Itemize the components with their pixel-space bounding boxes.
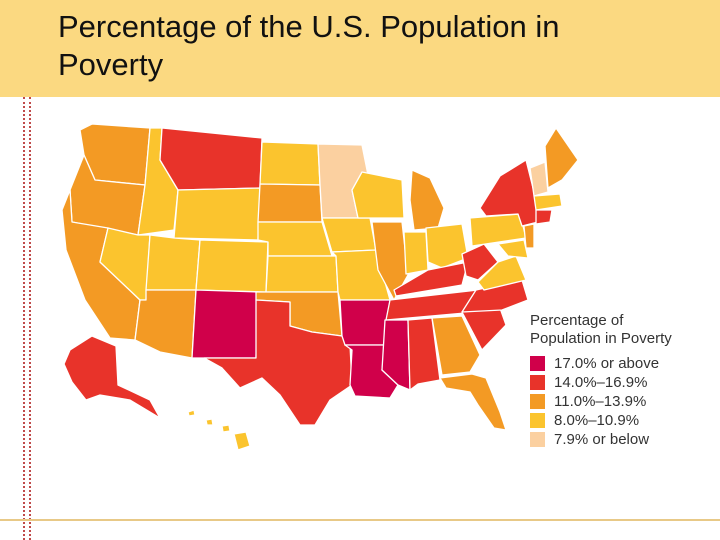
region-connecticut (535, 209, 553, 225)
region-virginia (477, 255, 527, 291)
decorative-rule-left (23, 97, 25, 540)
legend-label: 14.0%–16.9% (554, 374, 648, 391)
region-arizona (134, 289, 197, 359)
region-new-jersey (523, 223, 535, 249)
region-wyoming (173, 187, 261, 241)
region-maine (544, 127, 579, 189)
legend-swatch (530, 394, 545, 409)
region-alaska (63, 335, 161, 419)
title-banner (0, 0, 720, 97)
map-legend: Percentage of Population in Poverty 17.0… (528, 312, 713, 462)
region-arkansas (339, 299, 391, 346)
region-montana (159, 127, 263, 191)
legend-item: 11.0%–13.9% (528, 393, 713, 411)
decorative-rule-bottom (0, 519, 720, 521)
region-alabama (407, 317, 441, 391)
region-colorado (195, 239, 269, 293)
legend-swatch (530, 375, 545, 390)
region-utah (145, 234, 201, 291)
legend-title: Percentage of Population in Poverty (530, 312, 713, 348)
region-indiana (403, 231, 429, 275)
legend-title-line1: Percentage of (530, 312, 624, 329)
us-poverty-map (61, 123, 579, 451)
region-iowa (321, 217, 377, 253)
region-massachusetts (533, 193, 563, 211)
region-nebraska (257, 221, 333, 257)
legend-label: 11.0%–13.9% (554, 393, 647, 410)
region-kansas (265, 255, 339, 293)
region-hawaii (187, 409, 251, 451)
legend-title-line2: Population in Poverty (530, 330, 672, 347)
legend-label: 17.0% or above (554, 355, 660, 372)
region-florida (439, 373, 507, 431)
slide-title: Percentage of the U.S. Population in Pov… (58, 8, 698, 84)
decorative-rule-left-inner (29, 97, 31, 540)
region-mississippi (381, 319, 411, 391)
region-west-virginia (461, 243, 499, 281)
slide-title-line1: Percentage of the U.S. Population in (58, 9, 560, 44)
region-wisconsin (351, 171, 405, 219)
legend-item: 14.0%–16.9% (528, 374, 713, 392)
legend-swatch (530, 432, 545, 447)
legend-swatch (530, 413, 545, 428)
region-texas (203, 299, 353, 426)
legend-item: 17.0% or above (528, 355, 713, 373)
region-georgia (431, 315, 481, 376)
region-vermont-nh (529, 161, 549, 197)
region-ohio (425, 223, 469, 269)
region-south-dakota (257, 183, 323, 223)
region-michigan (409, 169, 445, 231)
legend-item: 8.0%–10.9% (528, 412, 713, 430)
slide-title-line2: Poverty (58, 47, 164, 82)
legend-label: 8.0%–10.9% (554, 412, 640, 429)
region-maryland (497, 239, 529, 259)
legend-label: 7.9% or below (554, 431, 650, 448)
legend-swatch (530, 356, 545, 371)
region-north-dakota (259, 141, 321, 186)
legend-item: 7.9% or below (528, 431, 713, 449)
region-new-mexico (191, 289, 259, 359)
